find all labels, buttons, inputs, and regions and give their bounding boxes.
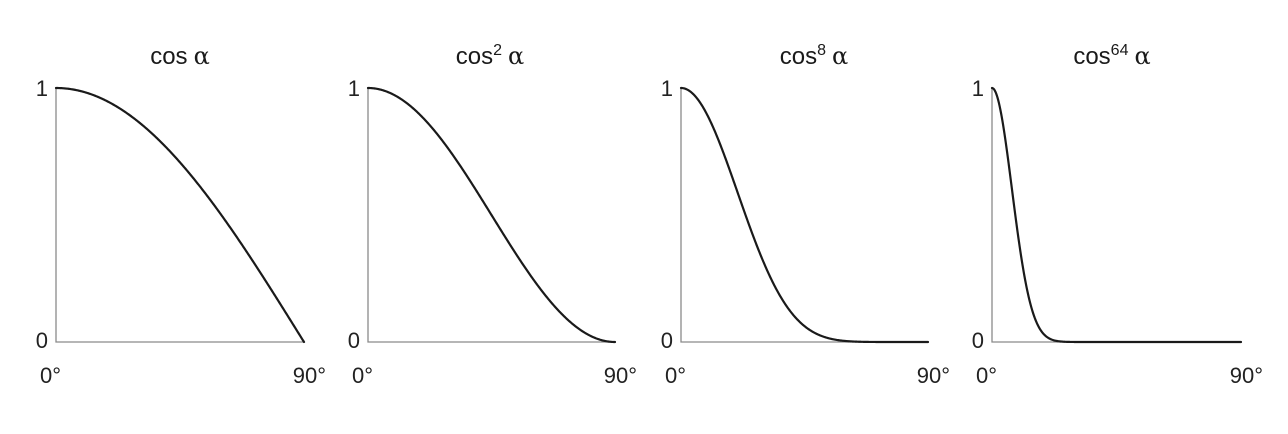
title-base: cos xyxy=(780,43,817,70)
title-exponent: 8 xyxy=(817,42,826,59)
x-tick-label-max: 90° xyxy=(1230,363,1263,388)
chart-panel-2: 1 0 0° 90° cos2 α xyxy=(348,42,637,388)
chart-title: cos α xyxy=(150,42,210,70)
chart-title: cos64 α xyxy=(1073,42,1150,70)
chart-title: cos8 α xyxy=(780,42,848,70)
x-tick-label-min: 0° xyxy=(40,363,61,388)
chart-title: cos2 α xyxy=(456,42,524,70)
title-symbol: α xyxy=(832,42,848,70)
axis-lines xyxy=(55,88,304,343)
y-tick-label-min: 0 xyxy=(348,328,360,353)
title-symbol: α xyxy=(194,42,210,70)
y-tick-label-max: 1 xyxy=(661,76,673,101)
chart-panel-1: 1 0 0° 90° cos α xyxy=(36,42,326,388)
y-tick-label-min: 0 xyxy=(661,328,673,353)
y-tick-label-max: 1 xyxy=(36,76,48,101)
title-base: cos xyxy=(150,43,187,70)
title-base: cos xyxy=(456,43,493,70)
axis-lines xyxy=(367,88,615,343)
title-symbol: α xyxy=(1134,42,1150,70)
series-line xyxy=(990,86,1243,344)
chart-panel-3: 1 0 0° 90° cos8 α xyxy=(661,42,950,388)
title-exponent: 2 xyxy=(493,42,502,59)
x-tick-label-min: 0° xyxy=(976,363,997,388)
series-line xyxy=(54,86,306,344)
x-tick-label-max: 90° xyxy=(604,363,637,388)
x-tick-label-max: 90° xyxy=(293,363,326,388)
title-symbol: α xyxy=(508,42,524,70)
axis-lines xyxy=(680,88,928,343)
x-tick-label-min: 0° xyxy=(665,363,686,388)
y-tick-label-min: 0 xyxy=(36,328,48,353)
chart-panel-4: 1 0 0° 90° cos64 α xyxy=(972,42,1263,388)
y-tick-label-max: 1 xyxy=(972,76,984,101)
title-exponent: 64 xyxy=(1111,42,1129,59)
x-tick-label-min: 0° xyxy=(352,363,373,388)
y-tick-label-max: 1 xyxy=(348,76,360,101)
y-tick-label-min: 0 xyxy=(972,328,984,353)
title-base: cos xyxy=(1073,43,1110,70)
series-line xyxy=(366,86,617,344)
x-tick-label-max: 90° xyxy=(917,363,950,388)
series-line xyxy=(679,86,930,344)
